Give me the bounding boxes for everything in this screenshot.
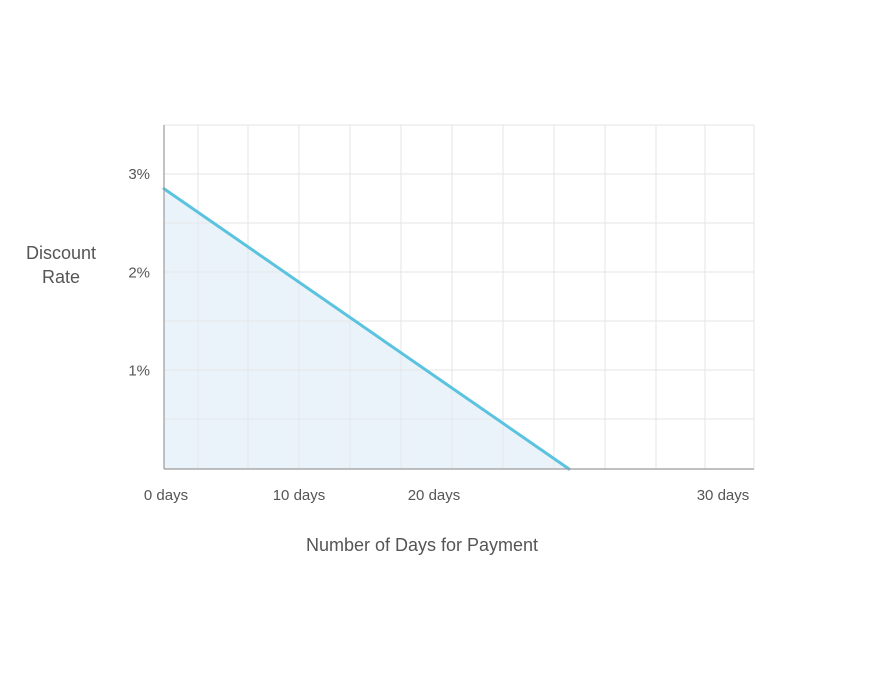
x-tick-labels: 0 days 10 days 20 days 30 days xyxy=(144,487,749,504)
x-tick-label: 10 days xyxy=(273,487,326,504)
y-tick-label: 3% xyxy=(128,166,150,183)
x-tick-label: 0 days xyxy=(144,487,188,504)
axes xyxy=(163,125,754,470)
plot-area xyxy=(162,124,755,471)
y-tick-label: 2% xyxy=(128,264,150,281)
y-axis-title-line1: Discount xyxy=(26,243,96,263)
x-tick-label: 20 days xyxy=(408,487,461,504)
y-axis-title-line2: Rate xyxy=(42,267,80,287)
x-tick-label: 30 days xyxy=(697,487,750,504)
series-line xyxy=(162,187,571,471)
y-tick-label: 1% xyxy=(128,363,150,380)
x-axis-title: Number of Days for Payment xyxy=(306,535,538,555)
y-tick-labels: 1% 2% 3% xyxy=(128,166,150,380)
